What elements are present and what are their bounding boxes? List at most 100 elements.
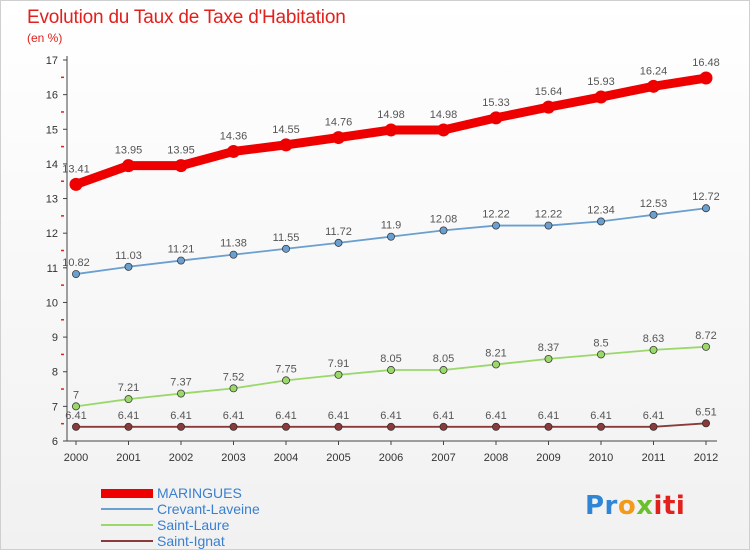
- x-tick-label: 2003: [221, 452, 245, 464]
- data-label: 11.21: [168, 244, 195, 256]
- data-point: [177, 256, 185, 265]
- x-tick-label: 2001: [116, 452, 140, 464]
- data-point: [439, 422, 448, 431]
- y-tick-label: 17: [46, 55, 58, 67]
- data-point: [384, 123, 398, 137]
- data-point: [597, 350, 605, 359]
- legend-label: Saint-Laure: [157, 517, 230, 533]
- legend-swatch: [101, 488, 153, 498]
- y-tick-label: 12: [46, 228, 58, 240]
- data-label: 7.52: [223, 371, 244, 383]
- data-point: [699, 71, 713, 85]
- data-label: 10.82: [62, 257, 90, 269]
- series-line: [75, 207, 707, 275]
- data-point: [177, 389, 185, 398]
- data-label: 6.41: [118, 410, 139, 422]
- chart-unit: (en %): [27, 31, 63, 45]
- data-label: 12.22: [535, 209, 563, 221]
- data-label: 12.08: [430, 213, 458, 225]
- data-point: [492, 360, 500, 369]
- data-point: [72, 402, 80, 411]
- logo-part: x: [636, 491, 654, 521]
- data-label: 8.37: [538, 342, 559, 354]
- data-point: [279, 138, 293, 152]
- data-point: [594, 90, 608, 104]
- data-label: 6.41: [170, 410, 191, 422]
- x-tick-label: 2000: [64, 452, 88, 464]
- legend-label: Saint-Ignat: [157, 533, 225, 549]
- y-tick-label: 6: [52, 436, 58, 448]
- data-point: [439, 226, 448, 235]
- data-label: 8.21: [485, 347, 506, 359]
- data-label: 12.72: [692, 191, 720, 203]
- y-tick-label: 10: [46, 297, 58, 309]
- x-tick-label: 2005: [326, 452, 350, 464]
- logo-part: iti: [653, 491, 686, 521]
- data-label: 8.05: [433, 353, 454, 365]
- data-point: [387, 366, 395, 374]
- data-label: 11.55: [273, 232, 300, 244]
- data-point: [544, 354, 553, 363]
- y-tick-label: 15: [46, 124, 58, 136]
- legend-swatch: [101, 540, 153, 542]
- data-label: 6.41: [590, 410, 611, 422]
- data-label: 14.36: [220, 130, 248, 142]
- legend-swatch: [101, 524, 153, 526]
- data-label: 11.9: [381, 220, 402, 232]
- data-label: 13.95: [167, 145, 195, 157]
- x-tick-label: 2009: [536, 452, 560, 464]
- data-point: [282, 244, 290, 253]
- data-label: 16.48: [692, 57, 720, 69]
- data-point: [334, 238, 343, 247]
- data-label: 16.24: [640, 65, 668, 77]
- data-label: 15.93: [587, 76, 615, 88]
- data-point: [334, 422, 343, 431]
- data-label: 6.41: [643, 410, 664, 422]
- data-label: 8.5: [593, 337, 608, 349]
- y-tick-label: 9: [52, 332, 58, 344]
- data-point: [702, 419, 710, 428]
- data-label: 11.38: [220, 238, 247, 250]
- logo-part: o: [617, 491, 637, 521]
- x-tick-label: 2007: [431, 452, 455, 464]
- data-label: 8.72: [695, 330, 716, 342]
- x-tick-label: 2002: [169, 452, 193, 464]
- chart-title: Evolution du Taux de Taxe d'Habitation: [27, 7, 346, 28]
- legend-label: MARINGUES: [157, 485, 242, 501]
- data-point: [72, 422, 80, 431]
- data-point: [387, 232, 395, 241]
- data-label: 6.41: [275, 410, 296, 422]
- data-label: 12.53: [640, 198, 668, 210]
- data-point: [334, 370, 343, 379]
- data-label: 6.41: [433, 410, 454, 422]
- data-label: 8.05: [380, 353, 401, 365]
- data-point: [229, 422, 238, 431]
- data-point: [702, 342, 710, 351]
- data-label: 14.98: [377, 109, 405, 121]
- y-tick-label: 13: [46, 194, 58, 206]
- data-point: [69, 177, 83, 191]
- data-point: [227, 144, 240, 158]
- data-label: 7.75: [275, 363, 296, 375]
- proxiti-logo: Proxiti: [585, 491, 685, 521]
- data-label: 15.33: [482, 97, 510, 109]
- legend-label: Crevant-Laveine: [157, 501, 260, 517]
- data-point: [544, 422, 553, 431]
- data-label: 11.72: [325, 226, 352, 238]
- data-point: [332, 131, 345, 145]
- x-tick-label: 2004: [274, 452, 298, 464]
- x-tick-label: 2010: [589, 452, 613, 464]
- data-point: [597, 217, 605, 226]
- data-point: [702, 204, 710, 213]
- data-point: [439, 366, 448, 374]
- data-label: 14.76: [325, 117, 353, 129]
- data-point: [229, 250, 238, 259]
- data-label: 12.22: [482, 209, 510, 221]
- data-point: [229, 384, 238, 393]
- data-point: [647, 79, 660, 93]
- y-tick-label: 8: [52, 367, 58, 379]
- data-point: [649, 210, 658, 219]
- data-point: [282, 376, 290, 385]
- data-label: 6.41: [223, 410, 244, 422]
